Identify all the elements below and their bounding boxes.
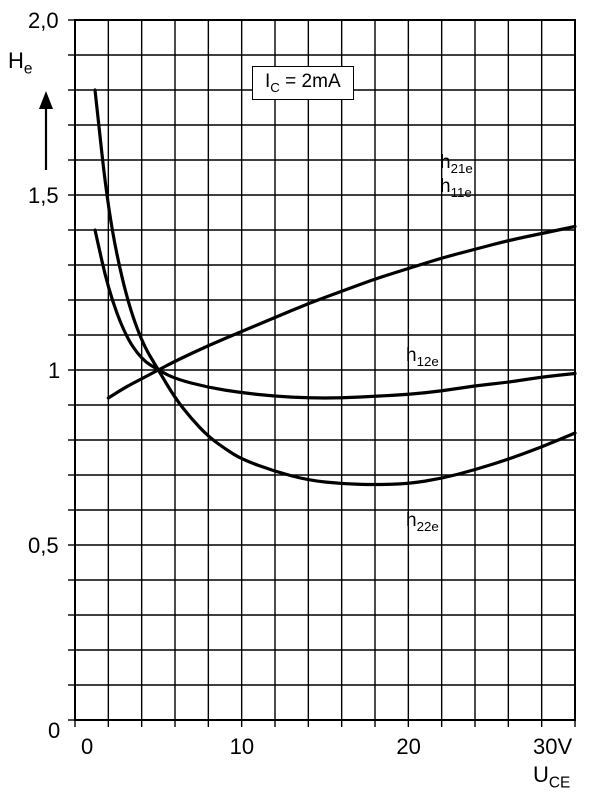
- y-tick-0.5: 0,5: [28, 533, 59, 559]
- condition-box: IC = 2mA: [252, 66, 354, 100]
- label-h12e: h12e: [406, 345, 439, 369]
- label-h22e: h22e: [406, 510, 439, 534]
- y-axis-symbol: He: [8, 48, 32, 78]
- chart-svg: [0, 0, 600, 802]
- x-tick-20: 20: [396, 734, 420, 760]
- x-axis-symbol: UCE: [533, 762, 570, 792]
- x-tick-30v: 30V: [533, 734, 572, 760]
- x-tick-10: 10: [230, 734, 254, 760]
- chart-container: 2,0 He 1,5 1 0,5 0 0 10 20 30V UCE IC = …: [0, 0, 600, 802]
- y-tick-top: 2,0: [28, 8, 59, 34]
- y-tick-1: 1: [48, 358, 60, 384]
- y-tick-0: 0: [48, 718, 60, 744]
- y-tick-1.5: 1,5: [28, 183, 59, 209]
- x-tick-0: 0: [81, 734, 93, 760]
- label-h21e-h11e: h21eh11e: [440, 152, 473, 200]
- condition-label: IC = 2mA: [265, 71, 341, 92]
